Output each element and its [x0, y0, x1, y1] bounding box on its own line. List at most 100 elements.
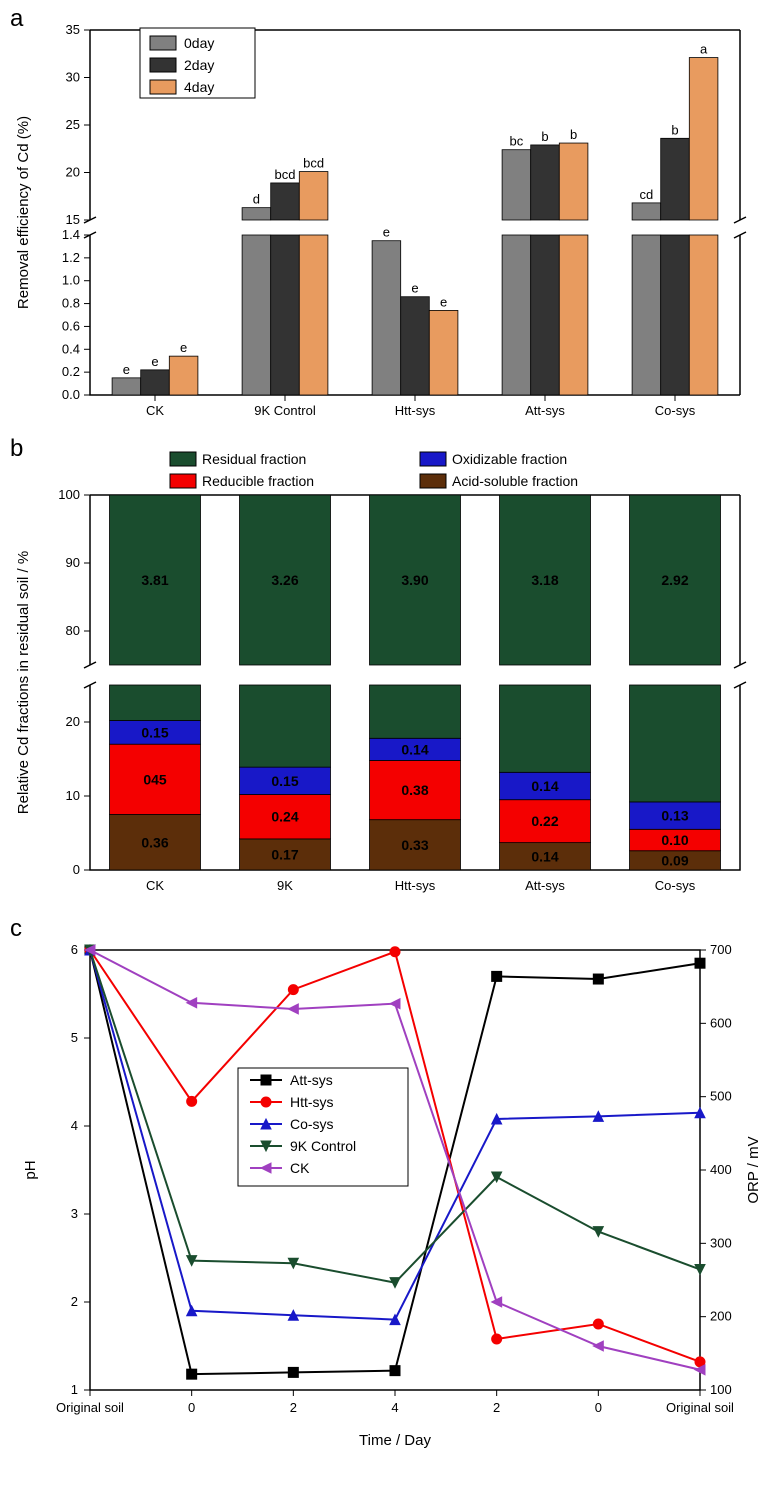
svg-text:3.90: 3.90 — [401, 572, 428, 588]
svg-text:Htt-sys: Htt-sys — [290, 1094, 334, 1110]
svg-text:Att-sys: Att-sys — [525, 403, 565, 418]
svg-text:1.2: 1.2 — [62, 250, 80, 265]
svg-text:100: 100 — [710, 1382, 732, 1397]
svg-text:e: e — [180, 340, 187, 355]
svg-text:0.14: 0.14 — [531, 778, 558, 794]
svg-text:Residual fraction: Residual fraction — [202, 451, 306, 467]
svg-text:bcd: bcd — [275, 167, 296, 182]
svg-text:20: 20 — [66, 165, 80, 180]
panel-b-label: b — [10, 435, 23, 463]
svg-text:Oxidizable fraction: Oxidizable fraction — [452, 451, 567, 467]
svg-text:2: 2 — [290, 1400, 297, 1415]
svg-text:0.24: 0.24 — [271, 809, 298, 825]
svg-text:Co-sys: Co-sys — [290, 1116, 334, 1132]
svg-text:Co-sys: Co-sys — [655, 878, 696, 893]
svg-text:6: 6 — [71, 942, 78, 957]
svg-text:Removal efficiency of Cd (%): Removal efficiency of Cd (%) — [15, 116, 32, 309]
svg-text:400: 400 — [710, 1162, 732, 1177]
svg-text:9K Control: 9K Control — [290, 1138, 356, 1154]
svg-text:0.10: 0.10 — [661, 832, 688, 848]
svg-text:2day: 2day — [184, 57, 214, 73]
svg-text:045: 045 — [143, 771, 167, 787]
svg-text:e: e — [123, 362, 130, 377]
svg-text:Htt-sys: Htt-sys — [395, 878, 436, 893]
svg-text:0.22: 0.22 — [531, 813, 558, 829]
svg-text:15: 15 — [66, 212, 80, 227]
panel-a-label: a — [10, 5, 23, 33]
svg-text:2: 2 — [493, 1400, 500, 1415]
svg-text:0.15: 0.15 — [141, 724, 168, 740]
svg-text:0.38: 0.38 — [401, 782, 428, 798]
svg-text:600: 600 — [710, 1015, 732, 1030]
svg-text:0.6: 0.6 — [62, 318, 80, 333]
svg-text:9K: 9K — [277, 878, 293, 893]
svg-text:CK: CK — [146, 878, 164, 893]
svg-text:1.4: 1.4 — [62, 227, 80, 242]
svg-text:cd: cd — [640, 187, 654, 202]
svg-text:b: b — [570, 127, 577, 142]
svg-text:CK: CK — [290, 1160, 310, 1176]
svg-text:4: 4 — [71, 1118, 78, 1133]
svg-text:0.0: 0.0 — [62, 387, 80, 402]
svg-text:pH: pH — [22, 1160, 39, 1179]
svg-text:200: 200 — [710, 1309, 732, 1324]
svg-text:0.33: 0.33 — [401, 837, 428, 853]
svg-text:0: 0 — [595, 1400, 602, 1415]
svg-text:b: b — [671, 122, 678, 137]
svg-text:30: 30 — [66, 70, 80, 85]
svg-text:3.18: 3.18 — [531, 572, 558, 588]
svg-text:e: e — [151, 354, 158, 369]
svg-text:25: 25 — [66, 117, 80, 132]
panel-b-chart: 809010001020Relative Cd fractions in res… — [0, 430, 773, 910]
panel-c: c 1 2 3 4 5 6 100 200 300 400 500 600 700 Original so… — [0, 910, 773, 1494]
svg-text:0.36: 0.36 — [141, 834, 168, 850]
svg-text:4: 4 — [391, 1400, 398, 1415]
svg-text:0.13: 0.13 — [661, 808, 688, 824]
svg-text:d: d — [253, 192, 260, 207]
svg-text:1.0: 1.0 — [62, 273, 80, 288]
svg-text:bc: bc — [510, 134, 524, 149]
svg-text:3.81: 3.81 — [141, 572, 168, 588]
svg-text:0.14: 0.14 — [401, 741, 428, 757]
svg-text:CK: CK — [146, 403, 164, 418]
svg-text:b: b — [541, 129, 548, 144]
svg-text:1: 1 — [71, 1382, 78, 1397]
svg-text:a: a — [700, 42, 708, 57]
svg-text:9K Control: 9K Control — [254, 403, 316, 418]
svg-text:0.14: 0.14 — [531, 848, 558, 864]
svg-text:2.92: 2.92 — [661, 572, 688, 588]
svg-text:ORP / mV: ORP / mV — [745, 1136, 762, 1203]
svg-text:5: 5 — [71, 1030, 78, 1045]
svg-text:20: 20 — [66, 714, 80, 729]
panel-c-label: c — [10, 915, 22, 943]
svg-text:0.09: 0.09 — [661, 852, 688, 868]
panel-a: a 15202530350.00.20.40.60.81.01.21.4Remo… — [0, 0, 773, 430]
svg-text:Relative Cd fractions in resid: Relative Cd fractions in residual soil /… — [15, 551, 32, 814]
svg-text:4day: 4day — [184, 79, 214, 95]
svg-text:0.2: 0.2 — [62, 364, 80, 379]
svg-text:Co-sys: Co-sys — [655, 403, 696, 418]
panel-c-chart: 1 2 3 4 5 6 100 200 300 400 500 600 700 Original soil… — [0, 910, 773, 1494]
panel-b: b 809010001020Relative Cd fractions in r… — [0, 430, 773, 910]
svg-text:Original soil: Original soil — [56, 1400, 124, 1415]
svg-text:Htt-sys: Htt-sys — [395, 403, 436, 418]
svg-text:2: 2 — [71, 1294, 78, 1309]
svg-text:0.4: 0.4 — [62, 341, 80, 356]
svg-text:700: 700 — [710, 942, 732, 957]
svg-text:500: 500 — [710, 1089, 732, 1104]
svg-text:Original soil: Original soil — [666, 1400, 734, 1415]
svg-text:Time / Day: Time / Day — [359, 1432, 431, 1449]
svg-text:35: 35 — [66, 22, 80, 37]
svg-text:e: e — [383, 225, 390, 240]
svg-text:e: e — [440, 294, 447, 309]
svg-text:80: 80 — [66, 623, 80, 638]
svg-text:0.15: 0.15 — [271, 773, 298, 789]
figure-container: a 15202530350.00.20.40.60.81.01.21.4Remo… — [0, 0, 773, 1494]
svg-text:300: 300 — [710, 1235, 732, 1250]
svg-text:0.17: 0.17 — [271, 846, 298, 862]
svg-text:3: 3 — [71, 1206, 78, 1221]
svg-text:10: 10 — [66, 788, 80, 803]
svg-text:Reducible fraction: Reducible fraction — [202, 473, 314, 489]
svg-text:100: 100 — [58, 487, 80, 502]
svg-text:3.26: 3.26 — [271, 572, 298, 588]
